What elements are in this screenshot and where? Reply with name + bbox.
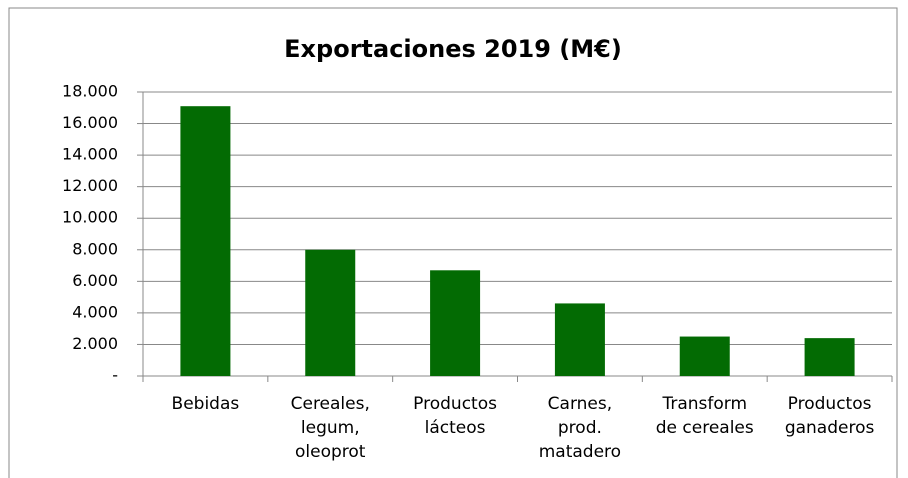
x-tick-label: Cereales, legum, oleoprot <box>290 394 370 462</box>
chart-frame <box>8 7 898 478</box>
y-tick-label: 4.000 <box>72 302 118 321</box>
y-tick-label: 12.000 <box>62 176 118 195</box>
y-tick-label: 2.000 <box>72 334 118 353</box>
x-tick-label: Productos lácteos <box>413 394 497 438</box>
y-tick-label: - <box>112 366 118 385</box>
y-tick-label: 10.000 <box>62 208 118 227</box>
x-tick-label: Carnes, prod. matadero <box>538 394 622 462</box>
y-tick-label: 18.000 <box>62 82 118 101</box>
bar <box>180 106 231 376</box>
y-tick-label: 8.000 <box>72 239 118 258</box>
x-tick-label: Productos ganaderos <box>784 394 875 438</box>
y-tick-label: 16.000 <box>62 113 118 132</box>
bar <box>679 336 730 376</box>
x-tick-label: Transform de cereales <box>655 394 754 438</box>
chart-title: Exportaciones 2019 (M€) <box>284 35 622 63</box>
bar <box>305 249 356 376</box>
bar <box>430 270 481 376</box>
y-tick-label: 6.000 <box>72 271 118 290</box>
y-tick-label: 14.000 <box>62 145 118 164</box>
x-tick-label: Bebidas <box>171 394 240 414</box>
bar <box>804 338 855 376</box>
bar <box>554 303 605 376</box>
